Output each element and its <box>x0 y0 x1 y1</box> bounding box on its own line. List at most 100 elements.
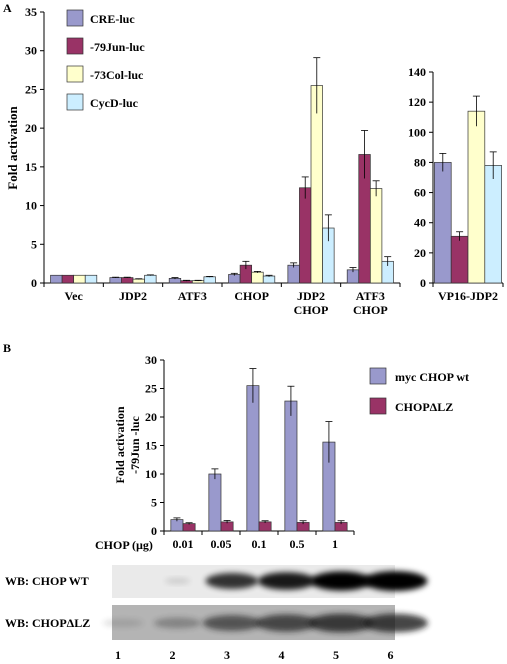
blot-wt-band <box>164 578 191 584</box>
a-main-x-tick-label: CHOP <box>234 289 269 303</box>
blot-dlz-band <box>255 614 318 632</box>
a-main-bar <box>144 274 157 284</box>
b-x-tick-label: 0.1 <box>252 537 267 551</box>
a-legend-swatch <box>66 9 84 27</box>
a-legend-swatch <box>66 65 84 83</box>
a-vp16-y-tick-label: 20 <box>414 246 426 260</box>
a-main-bar <box>228 274 241 284</box>
a-main-x-tick-label: ATF3 <box>178 289 207 303</box>
a-main-bar <box>251 271 264 284</box>
a-main-bar <box>287 264 300 284</box>
a-main-y-tick-label: 35 <box>25 5 37 19</box>
b-bar <box>284 400 298 532</box>
a-legend-label: CycD-luc <box>90 96 139 110</box>
b-bar <box>258 521 272 532</box>
b-y-tick-label: 15 <box>145 439 157 453</box>
a-legend-label: -73Col-luc <box>90 68 144 82</box>
a-legend-label: CRE-luc <box>90 12 135 26</box>
a-legend-swatch <box>66 93 84 111</box>
a-main-x-tick-label: CHOP <box>353 303 388 317</box>
blot-lane-number: 4 <box>279 648 285 662</box>
blot-dlz-label: WB: CHOPΔLZ <box>5 616 90 630</box>
b-y-tick-label: 0 <box>151 524 157 538</box>
a-vp16-y-tick-label: 80 <box>414 155 426 169</box>
a-main-bar <box>61 274 75 284</box>
b-x-tick-label: 0.05 <box>211 537 232 551</box>
b-x-axis-label: CHOP (µg) <box>95 538 153 552</box>
blot-lane-number: 2 <box>170 648 176 662</box>
blot-lane-number: 6 <box>388 648 394 662</box>
b-bar <box>208 473 222 532</box>
panel-a-label: A <box>3 1 12 15</box>
a-vp16-y-tick-label: 60 <box>414 186 426 200</box>
b-y-axis-label: Fold activation <box>113 406 127 483</box>
b-y-tick-label: 30 <box>145 353 157 367</box>
a-main-y-tick-label: 10 <box>25 199 37 213</box>
blot-wt-band <box>257 572 316 590</box>
a-main-bar <box>299 187 312 284</box>
b-x-tick-label: 0.5 <box>290 537 305 551</box>
b-x-tick-label: 1 <box>332 537 338 551</box>
a-vp16-y-tick-label: 40 <box>414 216 426 230</box>
blot-dlz-band <box>363 613 428 633</box>
blot-dlz-band <box>202 615 262 631</box>
blot-dlz-band <box>102 618 144 628</box>
b-bar <box>182 523 196 532</box>
a-main-x-tick-label: JDP2 <box>297 289 325 303</box>
a-main-x-tick-label: CHOP <box>294 303 329 317</box>
blot-dlz-band <box>153 617 202 629</box>
a-main-bar <box>132 278 145 284</box>
a-vp16-bar <box>450 235 469 284</box>
a-main-y-tick-label: 30 <box>25 44 37 58</box>
blot-wt-band <box>363 571 428 591</box>
a-main-y-tick-label: 5 <box>31 237 37 251</box>
a-main-x-tick-label: JDP2 <box>119 289 147 303</box>
a-vp16-bar <box>484 165 502 284</box>
a-main-y-tick-label: 15 <box>25 160 37 174</box>
b-legend-label: CHOPΔLZ <box>395 400 453 414</box>
blot-wt-band <box>310 571 372 591</box>
chart-b: 0 5 10 15 20 25 30 0.01 0.05 0.1 0.5 1 Fold activati… <box>95 353 469 552</box>
a-vp16-bar <box>467 110 486 284</box>
b-x-tick-label: 0.01 <box>173 537 194 551</box>
a-main-bar <box>50 274 63 284</box>
blot-lane-number: 5 <box>333 648 339 662</box>
a-vp16-bar <box>434 162 452 284</box>
b-y-axis-label-2: -79Jun -luc <box>128 415 142 473</box>
a-main-bar <box>109 277 122 284</box>
a-legend-swatch <box>66 37 84 55</box>
a-main-bar <box>73 274 86 284</box>
a-vp16-y-tick-label: 100 <box>408 125 426 139</box>
a-main-bar <box>203 276 216 284</box>
blot-wt-band <box>205 573 259 589</box>
blot-lane-number: 1 <box>115 648 121 662</box>
a-vp16-y-tick-label: 0 <box>420 276 426 290</box>
b-y-tick-label: 25 <box>145 382 157 396</box>
western-blots: WB: CHOP WT WB: CHOPΔLZ 1 2 3 4 5 6 <box>5 565 428 662</box>
a-main-y-tick-label: 20 <box>25 121 37 135</box>
b-y-tick-label: 5 <box>151 496 157 510</box>
a-legend-label: -79Jun-luc <box>90 40 145 54</box>
b-legend-swatch <box>369 367 387 385</box>
a-main-x-tick-label: Vec <box>65 289 84 303</box>
blot-lane-number: 3 <box>224 648 230 662</box>
blot-dlz-band <box>308 613 374 633</box>
a-main-x-tick-label: ATF3 <box>356 289 385 303</box>
b-bar <box>246 385 260 532</box>
a-main-bar <box>262 275 276 284</box>
b-y-tick-label: 10 <box>145 467 157 481</box>
a-main-bar <box>310 85 323 284</box>
a-vp16-y-tick-label: 140 <box>408 65 426 79</box>
a-y-axis-label: Fold activation <box>5 106 20 190</box>
b-legend-swatch <box>369 397 387 415</box>
a-vp16-x-tick-label: VP16-JDP2 <box>438 289 498 303</box>
blot-wt-label: WB: CHOP WT <box>5 574 89 588</box>
a-main-y-tick-label: 0 <box>31 276 37 290</box>
b-legend-label: myc CHOP wt <box>395 370 469 384</box>
a-main-bar <box>121 277 134 284</box>
a-vp16-y-tick-label: 120 <box>408 95 426 109</box>
b-y-tick-label: 20 <box>145 410 157 424</box>
panel-b-label: B <box>3 341 11 355</box>
